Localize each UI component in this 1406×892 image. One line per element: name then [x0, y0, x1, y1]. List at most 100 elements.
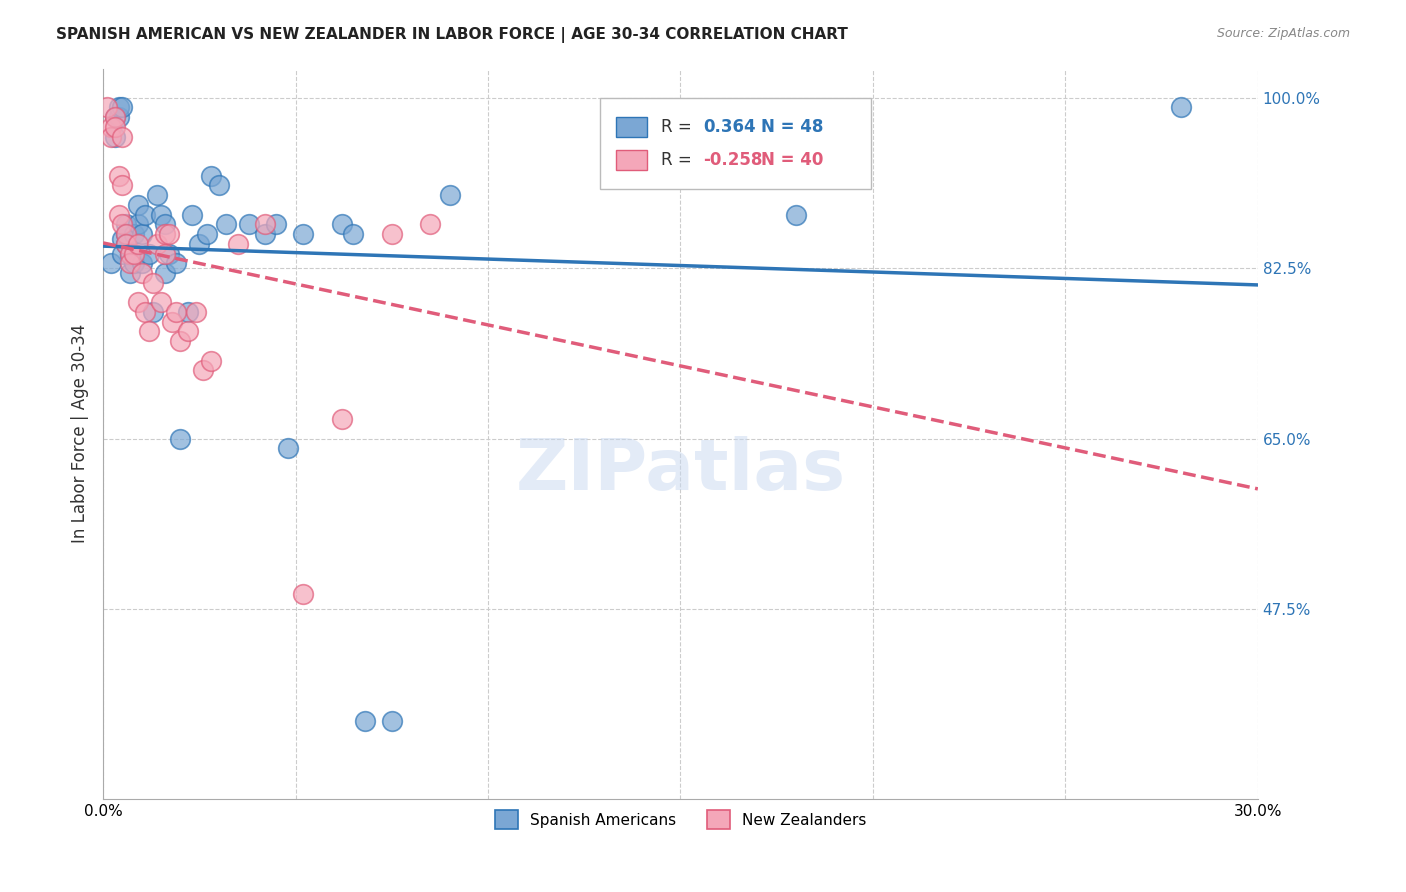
Point [100, 129, 122, 144]
Point [153, 227, 176, 241]
Text: N = 48: N = 48 [761, 118, 824, 136]
Point [134, 208, 156, 222]
Point [146, 188, 169, 202]
Text: R =: R = [661, 151, 697, 169]
FancyBboxPatch shape [599, 98, 870, 189]
Point [238, 217, 260, 231]
Point [115, 236, 138, 251]
Point [169, 334, 191, 348]
Legend: Spanish Americans, New Zealanders: Spanish Americans, New Zealanders [489, 805, 872, 835]
Point [215, 217, 238, 231]
FancyBboxPatch shape [616, 117, 647, 136]
Point [330, 217, 353, 231]
Point [381, 714, 404, 728]
Point [162, 315, 184, 329]
Point [134, 305, 156, 319]
FancyBboxPatch shape [616, 150, 647, 169]
Text: Source: ZipAtlas.com: Source: ZipAtlas.com [1216, 27, 1350, 40]
Point [100, 256, 122, 270]
Point [115, 227, 138, 241]
Point [142, 276, 165, 290]
Point [104, 129, 127, 144]
Point [122, 227, 145, 241]
Point [266, 217, 288, 231]
Point [131, 266, 153, 280]
Point [253, 217, 276, 231]
Text: R =: R = [661, 118, 697, 136]
Point [115, 217, 138, 231]
Point [120, 266, 142, 280]
Point [188, 236, 211, 251]
Point [1170, 100, 1192, 114]
Point [157, 246, 180, 260]
Point [354, 714, 377, 728]
Point [104, 120, 127, 134]
Point [226, 236, 249, 251]
Point [96, 100, 118, 114]
Y-axis label: In Labor Force | Age 30-34: In Labor Force | Age 30-34 [72, 324, 89, 543]
Point [120, 246, 142, 260]
Point [292, 227, 315, 241]
Point [193, 363, 215, 377]
Point [107, 100, 129, 114]
Point [142, 305, 165, 319]
Point [149, 295, 172, 310]
Point [104, 110, 127, 124]
Point [177, 325, 200, 339]
Point [111, 100, 134, 114]
Point [180, 208, 202, 222]
Point [111, 232, 134, 246]
Point [146, 236, 169, 251]
Point [200, 353, 222, 368]
Point [177, 305, 200, 319]
Point [381, 227, 404, 241]
Point [200, 169, 222, 183]
Point [131, 227, 153, 241]
Point [330, 412, 353, 426]
Point [165, 256, 187, 270]
Point [207, 178, 229, 193]
Point [107, 110, 129, 124]
Point [277, 442, 299, 456]
Point [169, 432, 191, 446]
Point [107, 169, 129, 183]
Text: SPANISH AMERICAN VS NEW ZEALANDER IN LABOR FORCE | AGE 30-34 CORRELATION CHART: SPANISH AMERICAN VS NEW ZEALANDER IN LAB… [56, 27, 848, 43]
Point [122, 246, 145, 260]
Text: ZIPatlas: ZIPatlas [516, 435, 845, 505]
Point [107, 208, 129, 222]
Text: 0.364: 0.364 [703, 118, 756, 136]
Point [122, 256, 145, 270]
Point [292, 587, 315, 601]
Point [165, 305, 187, 319]
Point [127, 295, 149, 310]
Text: -0.258: -0.258 [703, 151, 763, 169]
Point [138, 246, 160, 260]
Point [115, 227, 138, 241]
Point [195, 227, 218, 241]
Point [127, 217, 149, 231]
Point [153, 246, 176, 260]
Point [439, 188, 461, 202]
Point [785, 208, 807, 222]
Point [127, 236, 149, 251]
Point [184, 305, 207, 319]
Point [115, 236, 138, 251]
Point [111, 217, 134, 231]
Point [157, 227, 180, 241]
Point [111, 129, 134, 144]
Text: N = 40: N = 40 [761, 151, 824, 169]
Point [253, 227, 276, 241]
Point [111, 178, 134, 193]
Point [138, 325, 160, 339]
Point [100, 120, 122, 134]
Point [153, 217, 176, 231]
Point [120, 246, 142, 260]
Point [131, 256, 153, 270]
Point [149, 208, 172, 222]
Point [419, 217, 441, 231]
Point [120, 256, 142, 270]
Point [127, 198, 149, 212]
Point [342, 227, 364, 241]
Point [104, 110, 127, 124]
Point [111, 246, 134, 260]
